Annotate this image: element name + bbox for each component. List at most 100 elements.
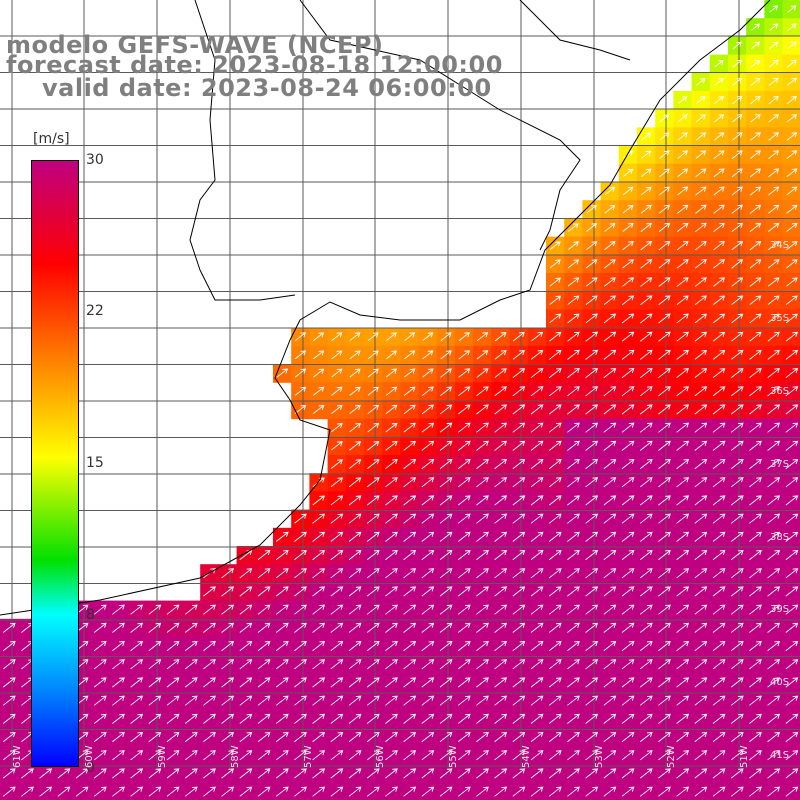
wind-arrow [294, 677, 307, 688]
lon-label-51w: 51W [739, 745, 750, 768]
wind-arrow [385, 750, 398, 761]
wind-arrow [730, 386, 744, 397]
wind-arrow [767, 586, 781, 597]
wind-arrow [439, 495, 453, 506]
wind-arrow [330, 695, 344, 706]
wind-arrow [676, 695, 690, 706]
wind-arrow [130, 750, 144, 761]
wind-arrow [112, 713, 125, 724]
wind-arrow [713, 295, 726, 305]
wind-arrow [403, 549, 417, 561]
wind-arrow [385, 586, 398, 597]
wind-arrow [312, 604, 326, 615]
wind-arrow [421, 604, 435, 615]
wind-arrow [2, 695, 16, 706]
wind-arrow [221, 659, 235, 670]
wind-arrow [567, 531, 580, 542]
wind-arrow [712, 640, 726, 652]
wind-arrow [130, 768, 144, 779]
wind-arrow [676, 277, 689, 287]
wind-arrow [712, 422, 726, 433]
wind-arrow [257, 568, 271, 579]
wind-arrow [203, 640, 216, 652]
wind-arrow [712, 368, 726, 378]
wind-arrow [366, 677, 380, 688]
wind-arrow [786, 114, 798, 123]
wind-arrow [166, 786, 180, 797]
wind-arrow [166, 768, 180, 779]
wind-arrow [512, 458, 526, 470]
wind-arrow [658, 513, 671, 524]
wind-arrow [385, 622, 398, 633]
wind-arrow [330, 495, 344, 506]
wind-arrow [603, 277, 616, 287]
wind-arrow [130, 786, 144, 797]
wind-arrow [313, 386, 325, 396]
wind-arrow [148, 786, 162, 797]
wind-arrow [730, 568, 744, 579]
wind-arrow [494, 731, 508, 743]
wind-arrow [677, 168, 689, 178]
wind-arrow [586, 205, 597, 214]
wind-arrow [530, 549, 544, 561]
wind-arrow [2, 677, 16, 688]
wind-arrow [567, 367, 580, 379]
wind-arrow [749, 204, 762, 214]
wind-arrow [166, 713, 180, 724]
wind-arrow [494, 477, 508, 488]
wind-arrow [621, 622, 635, 633]
wind-arrow [767, 531, 781, 542]
wind-arrow [676, 768, 690, 779]
wind-arrow [275, 731, 289, 743]
wind-arrow [367, 404, 380, 415]
wind-arrow [403, 513, 417, 524]
wind-arrow [585, 458, 599, 470]
wind-arrow [712, 458, 726, 470]
wind-arrow [130, 677, 144, 688]
wind-arrow [658, 549, 671, 561]
wind-arrow [385, 404, 398, 415]
wind-arrow [749, 640, 762, 652]
wind-arrow [367, 441, 380, 451]
wind-arrow [184, 677, 198, 688]
wind-arrow [130, 622, 144, 633]
wind-arrow [275, 695, 289, 706]
wind-arrow [658, 622, 671, 633]
wind-arrow [621, 495, 635, 506]
wind-arrow [294, 695, 307, 706]
wind-arrow [257, 731, 271, 743]
wind-arrow [512, 495, 526, 506]
wind-arrow [257, 604, 271, 615]
wind-arrow [585, 786, 599, 797]
wind-arrow [403, 386, 416, 396]
wind-arrow [749, 440, 762, 451]
wind-arrow [221, 677, 235, 688]
wind-arrow [294, 622, 307, 633]
wind-arrow [457, 422, 471, 433]
wind-arrow [676, 331, 689, 342]
wind-arrow [458, 332, 470, 342]
wind-arrow [750, 23, 761, 31]
wind-arrow [312, 568, 326, 579]
wind-arrow [604, 204, 616, 214]
wind-arrow [330, 622, 344, 633]
wind-arrow [166, 604, 180, 615]
wind-arrow [768, 59, 779, 68]
wind-arrow [530, 659, 544, 670]
wind-arrow [695, 96, 706, 104]
lat-label-39s: 39S [770, 604, 790, 615]
wind-arrow [585, 768, 599, 779]
colorbar-unit: [m/s] [33, 131, 70, 147]
wind-arrow [403, 640, 417, 652]
wind-arrow [257, 659, 271, 670]
wind-arrow [512, 586, 526, 597]
wind-arrow [512, 404, 526, 415]
wind-arrow [457, 495, 471, 506]
wind-arrow [221, 640, 235, 652]
valid-date: valid date: 2023-08-24 06:00:00 [42, 74, 492, 102]
wind-arrow [457, 768, 471, 779]
wind-arrow [786, 150, 798, 159]
wind-arrow [694, 295, 707, 306]
wind-arrow [331, 422, 343, 433]
wind-arrow [622, 259, 634, 269]
